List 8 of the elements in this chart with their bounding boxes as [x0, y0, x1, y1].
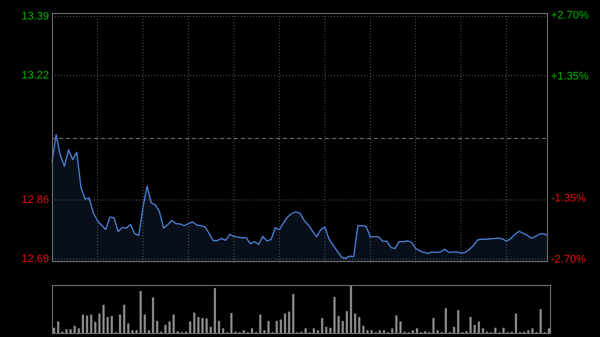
y2-tick-label: -2.70% [551, 254, 586, 266]
y2-tick-label: +1.35% [551, 70, 589, 83]
y2-tick-label: -1.35% [551, 192, 586, 205]
y2-tick-label: +2.70% [551, 10, 589, 22]
y-tick-label: 12.86 [21, 194, 49, 206]
y-tick-label: 13.39 [21, 10, 49, 22]
y-tick-label: 13.22 [21, 69, 49, 82]
y-tick-label: 12.69 [21, 252, 49, 265]
